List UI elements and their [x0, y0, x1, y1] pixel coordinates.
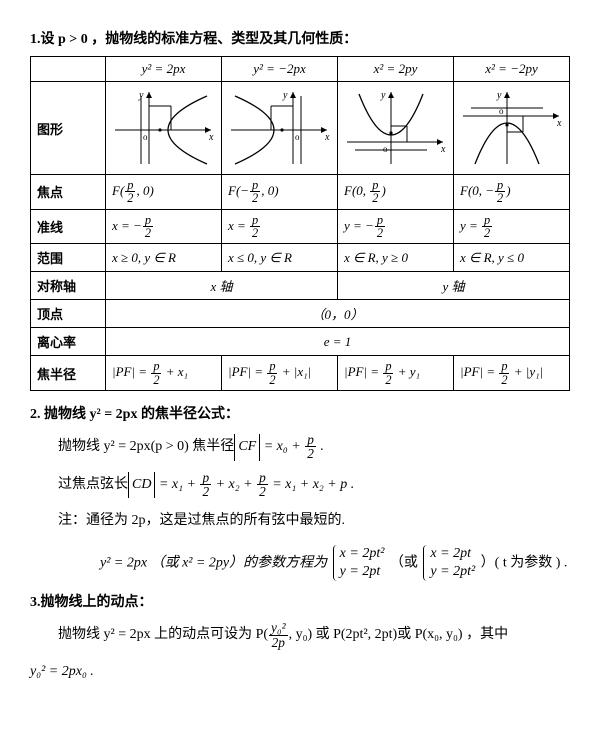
- parabola-left-icon: x y o: [227, 86, 333, 170]
- focus-cell: F(−p2, 0): [222, 175, 338, 210]
- plot-cell: x y o: [454, 82, 570, 175]
- parabola-down-icon: x y o: [459, 86, 565, 170]
- focal-radius-cell: |PF| = p2 + |x₁|: [222, 356, 338, 391]
- section-3-line-2: y₀² = 2px₀ .: [30, 659, 570, 686]
- directrix-cell: y = p2: [454, 209, 570, 244]
- focus-cell: F(p2, 0): [106, 175, 222, 210]
- row-header-vertex: 顶点: [31, 300, 106, 328]
- eq-cell: y² = −2px: [222, 57, 338, 82]
- section-2-line-2: 过焦点弦长CD = x₁ + p2 + x₂ + p2 = x₁ + x₂ + …: [58, 471, 570, 499]
- row-header-blank: [31, 57, 106, 82]
- eq-cell: x² = −2py: [454, 57, 570, 82]
- vertex-cell: （0，0）: [106, 300, 570, 328]
- section-1-title: 1.设 p > 0 ，抛物线的标准方程、类型及其几何性质：: [30, 28, 570, 48]
- parabola-right-icon: x y o: [111, 86, 217, 170]
- table-row: 范围 x ≥ 0, y ∈ R x ≤ 0, y ∈ R x ∈ R, y ≥ …: [31, 244, 570, 272]
- range-cell: x ∈ R, y ≤ 0: [454, 244, 570, 272]
- plot-cell: x y o: [338, 82, 454, 175]
- eq-cell: y² = 2px: [106, 57, 222, 82]
- parabola-up-icon: x y o: [343, 86, 449, 170]
- svg-text:o: o: [383, 144, 388, 154]
- table-row: 对称轴 x 轴 y 轴: [31, 272, 570, 300]
- range-cell: x ∈ R, y ≥ 0: [338, 244, 454, 272]
- axis-cell: y 轴: [338, 272, 570, 300]
- svg-text:o: o: [295, 132, 300, 142]
- table-row: 焦半径 |PF| = p2 + x₁ |PF| = p2 + |x₁| |PF|…: [31, 356, 570, 391]
- table-row: y² = 2px y² = −2px x² = 2py x² = −2py: [31, 57, 570, 82]
- range-cell: x ≤ 0, y ∈ R: [222, 244, 338, 272]
- section-2-line-1: 抛物线 y² = 2px(p > 0) 焦半径CF = x₀ + p2 .: [58, 433, 570, 461]
- eq-cell: x² = 2py: [338, 57, 454, 82]
- ecc-cell: e = 1: [106, 328, 570, 356]
- focus-cell: F(0, p2): [338, 175, 454, 210]
- svg-text:y: y: [496, 90, 502, 101]
- row-header-focus: 焦点: [31, 175, 106, 210]
- svg-text:x: x: [208, 132, 214, 143]
- svg-text:x: x: [440, 144, 446, 155]
- row-header-ecc: 离心率: [31, 328, 106, 356]
- table-row: 焦点 F(p2, 0) F(−p2, 0) F(0, p2) F(0, −p2): [31, 175, 570, 210]
- focal-radius-cell: |PF| = p2 + y₁: [338, 356, 454, 391]
- focal-radius-cell: |PF| = p2 + x₁: [106, 356, 222, 391]
- svg-text:x: x: [324, 132, 330, 143]
- directrix-cell: x = p2: [222, 209, 338, 244]
- table-row: 图形 x y o x y: [31, 82, 570, 175]
- parabola-table: y² = 2px y² = −2px x² = 2py x² = −2py 图形…: [30, 56, 570, 391]
- row-header-semilatus: 焦半径: [31, 356, 106, 391]
- plot-cell: x y o: [106, 82, 222, 175]
- table-row: 准线 x = −p2 x = p2 y = −p2 y = p2: [31, 209, 570, 244]
- focal-radius-cell: |PF| = p2 + |y₁|: [454, 356, 570, 391]
- row-header-range: 范围: [31, 244, 106, 272]
- plot-cell: x y o: [222, 82, 338, 175]
- svg-text:o: o: [499, 106, 504, 116]
- section-3-title: 3.抛物线上的动点：: [30, 591, 570, 611]
- svg-text:x: x: [556, 118, 562, 129]
- section-2-title: 2. 抛物线 y² = 2px 的焦半径公式：: [30, 403, 570, 423]
- svg-text:o: o: [143, 132, 148, 142]
- directrix-cell: y = −p2: [338, 209, 454, 244]
- table-row: 离心率 e = 1: [31, 328, 570, 356]
- section-2-line-4: y² = 2px （或 x² = 2py）的参数方程为 x = 2pt²y = …: [100, 545, 570, 581]
- directrix-cell: x = −p2: [106, 209, 222, 244]
- focus-cell: F(0, −p2): [454, 175, 570, 210]
- table-row: 顶点 （0，0）: [31, 300, 570, 328]
- range-cell: x ≥ 0, y ∈ R: [106, 244, 222, 272]
- section-2-line-3: 注：通径为 2p，这是过焦点的所有弦中最短的.: [58, 508, 570, 535]
- row-header-shape: 图形: [31, 82, 106, 175]
- row-header-axis: 对称轴: [31, 272, 106, 300]
- axis-cell: x 轴: [106, 272, 338, 300]
- row-header-directrix: 准线: [31, 209, 106, 244]
- svg-text:y: y: [380, 90, 386, 101]
- section-3-line-1: 抛物线 y² = 2px 上的动点可设为 P(y₀²2p, y₀) 或 P(2p…: [58, 621, 570, 649]
- svg-text:y: y: [282, 90, 288, 101]
